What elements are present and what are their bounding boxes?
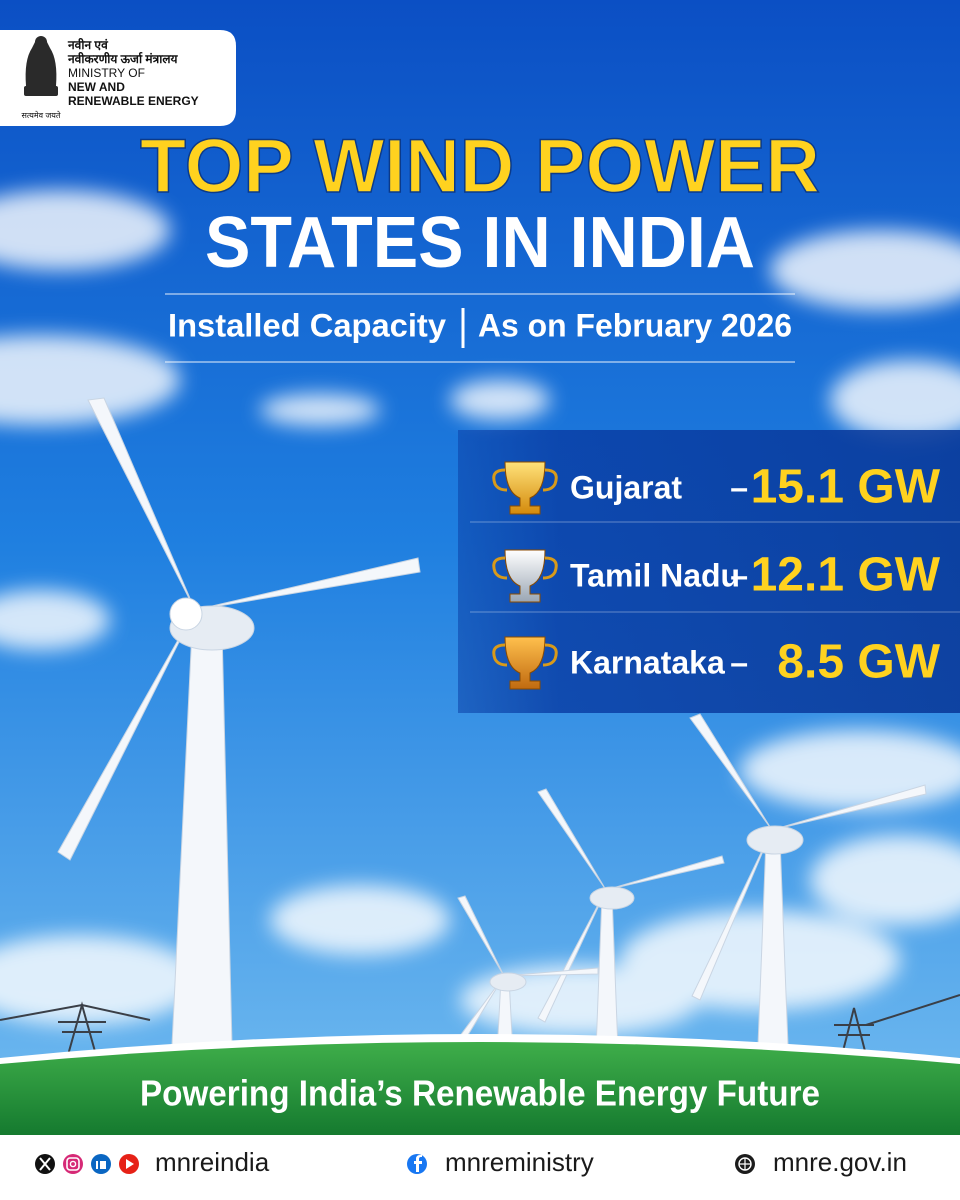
medal-handles: [492, 556, 558, 580]
footer-handle: mnreministry: [445, 1147, 594, 1177]
state-name: Karnataka: [570, 644, 725, 680]
logo-hindi-line: नवीन एवं: [67, 38, 109, 52]
footer: [0, 1135, 960, 1200]
subtitle: Installed Capacity: [168, 307, 446, 343]
separator: –: [730, 469, 748, 505]
capacity-value: 15.1 GW: [751, 461, 941, 514]
logo-text: MINISTRY OF: [68, 66, 145, 80]
medal-icon: [492, 636, 558, 690]
social-icons: [35, 1154, 755, 1174]
capacity-value: 12.1 GW: [751, 549, 941, 602]
footer-handle: mnreindia: [155, 1147, 270, 1177]
subtitle: As on February 2026: [478, 307, 792, 343]
medal-handles: [492, 643, 558, 667]
medal-icon: [492, 549, 558, 603]
medal-handles: [492, 468, 558, 492]
tagline: Powering India’s Renewable Energy Future: [140, 1073, 820, 1114]
clouds: [0, 190, 960, 1035]
power-pylons: [0, 994, 960, 1056]
logo-motto: सत्यमेव जयते: [22, 110, 61, 120]
medal-icon: [492, 461, 558, 515]
footer-website: mnre.gov.in: [773, 1147, 907, 1177]
logo-text: RENEWABLE ENERGY: [68, 94, 199, 108]
logo-text: NEW AND: [68, 80, 125, 94]
medal-cup: [504, 636, 546, 690]
capacity-value: 8.5 GW: [777, 636, 940, 689]
tagline-band: [0, 1042, 960, 1135]
state-name: Gujarat: [570, 469, 682, 505]
emblem: [24, 36, 58, 96]
state-name: Tamil Nadu: [570, 557, 740, 593]
wind-turbines: [57, 397, 927, 1056]
separator: –: [730, 644, 748, 680]
logo-hindi-line: नवीकरणीय ऊर्जा मंत्रालय: [67, 52, 178, 66]
medal-cup: [504, 549, 546, 603]
logo-box: [0, 30, 236, 126]
title-line: STATES IN INDIA: [205, 203, 755, 283]
medal-cup: [504, 461, 546, 515]
separator: –: [730, 557, 748, 593]
title-line: TOP WIND POWER: [140, 124, 820, 209]
